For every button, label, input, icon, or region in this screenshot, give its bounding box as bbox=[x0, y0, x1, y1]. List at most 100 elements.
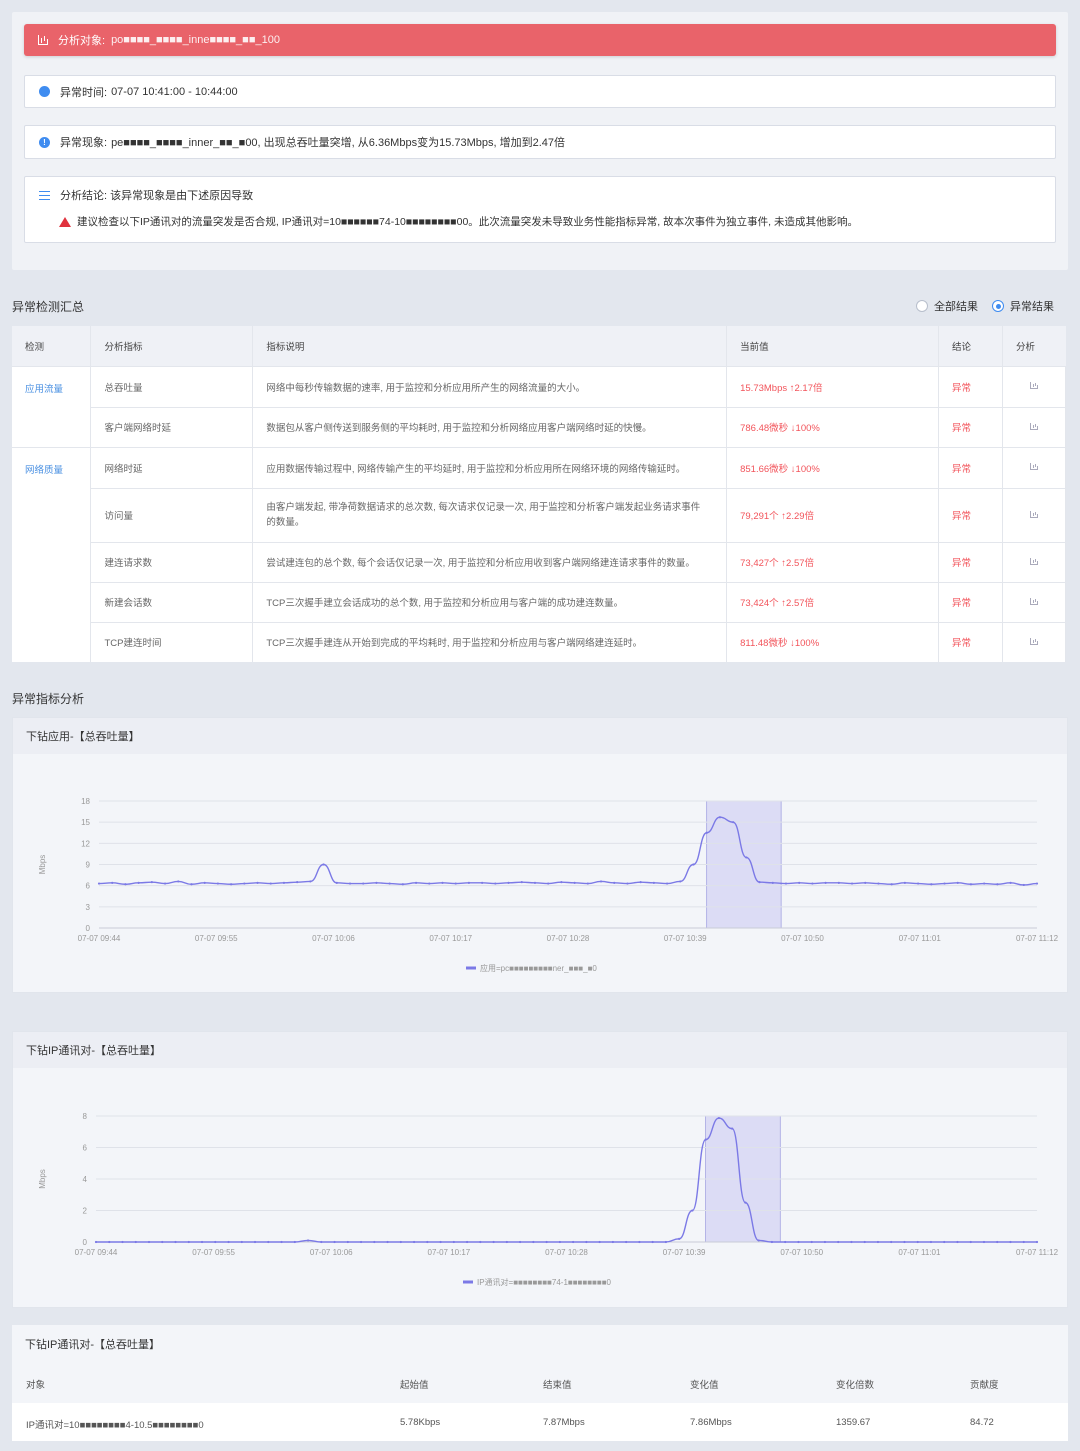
data-point bbox=[558, 1240, 561, 1244]
cell-end: 7.87Mbps bbox=[543, 1417, 585, 1428]
metric-name: 网络时延 bbox=[90, 446, 254, 488]
radio-all-results[interactable]: 全部结果 bbox=[916, 298, 978, 314]
banner-value: po■■■■_■■■■_inne■■■■_■■_100 bbox=[111, 34, 280, 46]
data-point bbox=[943, 882, 946, 885]
anomaly-time-value: 07-07 10:41:00 - 10:44:00 bbox=[111, 85, 238, 98]
metric-desc: 应用数据传输过程中, 网络传输产生的平均延时, 用于监控和分析应用所在网络环境的… bbox=[252, 446, 728, 488]
data-point bbox=[94, 1240, 98, 1244]
data-point bbox=[1035, 1240, 1039, 1244]
data-point bbox=[717, 1116, 721, 1120]
radio-circle-selected[interactable] bbox=[992, 300, 1004, 312]
data-point bbox=[309, 880, 312, 883]
data-point bbox=[322, 863, 325, 866]
warning-icon bbox=[59, 216, 71, 227]
bar-chart-icon[interactable] bbox=[1029, 382, 1038, 389]
group-app-traffic[interactable]: 应用流量 bbox=[12, 365, 92, 447]
data-point bbox=[652, 881, 655, 884]
bar-chart-icon[interactable] bbox=[1029, 557, 1038, 565]
data-point bbox=[203, 881, 206, 884]
data-point bbox=[811, 882, 814, 885]
data-point bbox=[732, 821, 735, 824]
data-point bbox=[494, 882, 497, 885]
data-point bbox=[586, 882, 589, 885]
metric-value: 811.48微秒 ↓100% bbox=[726, 621, 940, 662]
metric-value: 73,427个 ↑2.57倍 bbox=[726, 541, 940, 582]
data-point bbox=[691, 1209, 694, 1212]
y-tick-label: 0 bbox=[86, 924, 91, 933]
data-point bbox=[375, 881, 378, 884]
data-point bbox=[930, 883, 933, 886]
data-point bbox=[837, 881, 840, 884]
app-throughput-chart: 0 3 6 9 12 15 18 07-07 09:44 07-07 09:55 07-07 10… bbox=[13, 754, 1067, 992]
x-tick-label: 07-07 09:44 bbox=[78, 934, 121, 943]
data-point bbox=[137, 881, 140, 884]
result-filter: 全部结果 异常结果 bbox=[902, 298, 1054, 314]
data-point bbox=[253, 1240, 257, 1244]
col-header: 结论 bbox=[938, 326, 1003, 366]
data-point bbox=[625, 1240, 628, 1244]
x-tick-label: 07-07 11:12 bbox=[1016, 934, 1059, 943]
data-point bbox=[293, 1240, 296, 1244]
bar-chart-icon[interactable] bbox=[1029, 422, 1038, 430]
analysis-target-banner: 分析对象: po■■■■_■■■■_inne■■■■_■■_100 bbox=[24, 24, 1056, 56]
x-tick-label: 07-07 10:28 bbox=[545, 1248, 588, 1257]
metric-desc: 网络中每秒传输数据的速率, 用于监控和分析应用所产生的网络流量的大小。 bbox=[252, 365, 728, 407]
data-point bbox=[373, 1240, 376, 1244]
bar-chart-icon[interactable] bbox=[1029, 637, 1038, 645]
phenomenon-value: pe■■■■_■■■■_inner_■■_■00, 出现总吞吐量突增, 从6.3… bbox=[111, 137, 566, 149]
data-point bbox=[147, 1240, 151, 1244]
metric-result: 异常 bbox=[938, 365, 1003, 407]
data-point bbox=[174, 1240, 177, 1244]
data-point bbox=[214, 1240, 217, 1244]
data-point bbox=[863, 1240, 866, 1244]
data-point bbox=[187, 1240, 190, 1244]
bar-chart-icon[interactable] bbox=[1029, 597, 1038, 605]
chart-background bbox=[13, 1068, 1067, 1307]
x-tick-label: 07-07 10:06 bbox=[312, 934, 355, 943]
data-point bbox=[943, 1240, 946, 1244]
radio-anomaly-results[interactable]: 异常结果 bbox=[992, 298, 1054, 314]
x-tick-label: 07-07 09:55 bbox=[195, 934, 238, 943]
data-point bbox=[969, 1240, 972, 1244]
metric-name: 访问量 bbox=[90, 487, 254, 542]
analysis-conclusion-box: 分析结论: 该异常现象是由下述原因导致 建议检查以下IP通讯对的流量突发是否合规… bbox=[24, 176, 1056, 243]
chart-title: 下钻应用-【总吞吐量】 bbox=[13, 718, 1067, 754]
data-point bbox=[956, 1240, 959, 1244]
bar-chart-icon[interactable] bbox=[1029, 463, 1038, 470]
analysis-cell bbox=[1002, 406, 1067, 447]
metric-result: 异常 bbox=[938, 541, 1003, 582]
data-point bbox=[454, 882, 457, 885]
data-point bbox=[465, 1240, 469, 1244]
chart-background bbox=[13, 754, 1067, 992]
bar-chart-icon[interactable] bbox=[1029, 510, 1038, 518]
data-point bbox=[585, 1240, 588, 1244]
y-tick-label: 18 bbox=[81, 797, 90, 806]
data-point bbox=[346, 1240, 349, 1244]
data-point bbox=[1035, 882, 1039, 885]
data-point bbox=[810, 1240, 813, 1244]
list-icon bbox=[39, 190, 50, 200]
table-row: 建连请求数 尝试建连包的总个数, 每个会话仅记录一次, 用于监控和分析应用收到客… bbox=[12, 541, 1067, 582]
data-point bbox=[837, 1240, 840, 1244]
col-header: 检测 bbox=[12, 326, 92, 366]
group-network-quality[interactable]: 网络质量 bbox=[12, 446, 92, 662]
data-point bbox=[190, 883, 193, 886]
y-tick-label: 15 bbox=[81, 818, 90, 827]
x-tick-label: 07-07 11:01 bbox=[899, 934, 942, 943]
cell-contribution: 84.72 bbox=[970, 1417, 994, 1428]
data-point bbox=[903, 881, 906, 884]
metric-value: 786.48微秒 ↓100% bbox=[726, 406, 940, 447]
metric-result: 异常 bbox=[938, 446, 1003, 488]
data-point bbox=[124, 883, 127, 886]
data-point bbox=[996, 883, 999, 886]
info-icon bbox=[39, 86, 50, 97]
y-tick-label: 12 bbox=[81, 839, 90, 848]
data-point bbox=[770, 1240, 774, 1244]
x-tick-label: 07-07 10:39 bbox=[664, 934, 707, 943]
metric-desc: TCP三次握手建连从开始到完成的平均耗时, 用于监控和分析应用与客户端网络建连延… bbox=[252, 621, 728, 662]
x-tick-label: 07-07 10:39 bbox=[663, 1248, 706, 1257]
data-point bbox=[401, 883, 404, 886]
col-header: 对象 bbox=[26, 1380, 46, 1391]
radio-circle[interactable] bbox=[916, 300, 928, 312]
data-point bbox=[824, 881, 827, 884]
